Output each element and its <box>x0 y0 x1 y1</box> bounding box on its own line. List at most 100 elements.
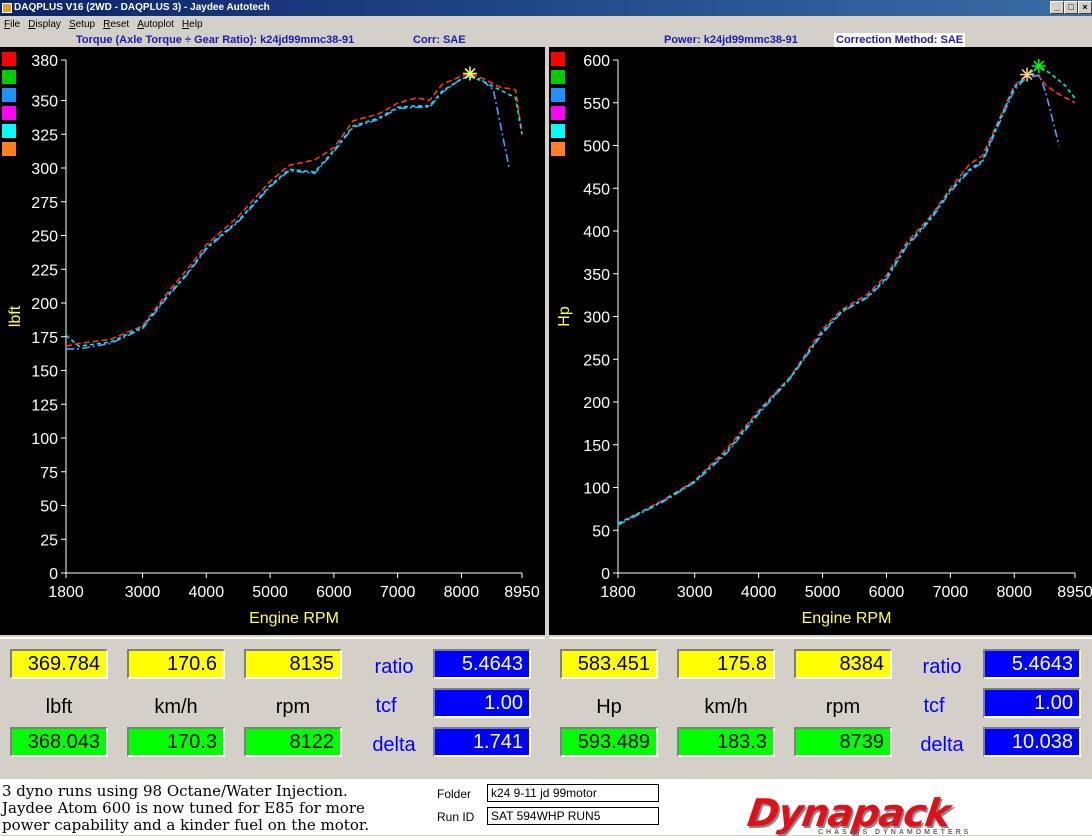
power-legend-swatch <box>551 124 565 138</box>
power-x-tick-label: 8000 <box>996 584 1032 601</box>
rpm-unit-label: rpm <box>275 696 311 718</box>
torque-y-tick-label: 25 <box>40 532 58 549</box>
ratio-label-2: ratio <box>922 656 962 678</box>
tcf-value-2: 1.00 <box>983 688 1081 718</box>
delta-value: 1.741 <box>433 727 531 757</box>
power-peak-marker-red <box>1020 67 1035 82</box>
footer: 3 dyno runs using 98 Octane/Water Inject… <box>0 779 1092 836</box>
torque-y-tick-label: 200 <box>31 296 58 313</box>
torque-series-line <box>65 72 523 347</box>
torque-peak-value-2: 368.043 <box>10 727 108 757</box>
minimize-button[interactable]: _ <box>1050 1 1064 14</box>
power-corr-label: Correction Method: SAE <box>834 33 966 47</box>
power-legend-swatch <box>551 88 565 102</box>
torque-x-tick-label: 8950 <box>504 584 540 601</box>
torque-x-axis-label: Engine RPM <box>249 610 339 627</box>
folder-field[interactable]: k24 9-11 jd 99motor <box>487 784 659 802</box>
power-y-tick-label: 100 <box>583 481 610 498</box>
torque-chart-svg: 3803503253002752502252001751501251007550… <box>2 52 540 627</box>
power-x-tick-label: 4000 <box>741 584 777 601</box>
torque-peak-speed: 170.6 <box>127 649 225 679</box>
folder-label: Folder <box>437 787 472 801</box>
note-line: power capability and a kinder fuel on th… <box>2 816 370 834</box>
dynapack-logo: Dynapack CHASSIS DYNAMOMETERS <box>745 791 1008 836</box>
torque-y-tick-label: 250 <box>31 229 58 246</box>
torque-chart-title: Torque (Axle Torque ÷ Gear Ratio): k24jd… <box>76 34 355 46</box>
torque-legend-swatch <box>2 142 16 156</box>
torque-chart[interactable]: 380 350 325 300 275 250 225 200 175 150 125 100 75 50… <box>0 47 545 635</box>
power-x-tick-label: 6000 <box>869 584 905 601</box>
power-chart-svg: 6005505004504003503002502001501005001800… <box>551 52 1092 627</box>
power-x-axis-label: Engine RPM <box>802 610 892 627</box>
torque-corr-label: Corr: SAE <box>413 34 466 46</box>
power-legend-swatch <box>551 142 565 156</box>
power-readout-panel: 583.451 175.8 8384 Hp km/h rpm 593.489 1… <box>549 637 1092 777</box>
torque-peak-speed-2: 170.3 <box>127 727 225 757</box>
torque-unit-label: lbft <box>45 696 73 718</box>
power-peak-value: 583.451 <box>560 649 658 679</box>
power-y-tick-label: 250 <box>583 352 610 369</box>
power-series-line <box>617 74 1060 526</box>
runid-label: Run ID <box>437 810 475 824</box>
torque-series-line <box>65 75 523 348</box>
menu-help[interactable]: Help <box>181 19 203 30</box>
power-y-axis-label: Hp <box>556 306 573 327</box>
menu-setup[interactable]: Setup <box>68 19 96 30</box>
torque-y-tick-label: 300 <box>31 161 58 178</box>
torque-peak-value: 369.784 <box>10 649 108 679</box>
window-title: DAQPLUS V16 (2WD - DAQPLUS 3) - Jaydee A… <box>14 2 270 13</box>
power-peak-marker-red-stroke <box>1021 69 1033 81</box>
power-peak-speed-2: 183.3 <box>677 727 775 757</box>
delta-label-2: delta <box>920 734 964 756</box>
app-icon <box>2 3 12 13</box>
torque-legend-swatch <box>2 124 16 138</box>
note-line: Jaydee Atom 600 is now tuned for E85 for… <box>2 799 365 817</box>
power-chart-title: Power: k24jd99mmc38-91 <box>664 34 798 46</box>
torque-y-tick-label: 75 <box>40 465 58 482</box>
logo-sub: CHASSIS DYNAMOMETERS <box>818 829 972 836</box>
ratio-value-2: 5.4643 <box>983 649 1081 679</box>
power-peak-rpm: 8384 <box>794 649 892 679</box>
torque-legend-swatch <box>2 52 16 66</box>
power-x-tick-label: 3000 <box>677 584 713 601</box>
rpm-unit-label-2: rpm <box>825 696 861 718</box>
menu-autoplot[interactable]: Autoplot <box>137 19 174 30</box>
power-x-tick-label: 5000 <box>805 584 841 601</box>
torque-y-tick-label: 0 <box>49 566 58 583</box>
power-y-tick-label: 400 <box>583 224 610 241</box>
torque-y-tick-label: 350 <box>31 94 58 111</box>
torque-x-tick-label: 7000 <box>380 584 416 601</box>
torque-x-tick-label: 5000 <box>252 584 288 601</box>
power-legend-swatch <box>551 70 565 84</box>
torque-peak-rpm: 8135 <box>244 649 342 679</box>
power-y-tick-label: 550 <box>583 96 610 113</box>
power-peak-marker-green-stroke <box>1033 60 1045 72</box>
torque-y-tick-label: 150 <box>31 364 58 381</box>
torque-legend-swatch <box>2 88 16 102</box>
close-button[interactable]: × <box>1078 1 1092 14</box>
power-y-tick-label: 450 <box>583 181 610 198</box>
menu-display[interactable]: Display <box>28 19 61 30</box>
torque-readout-panel: 369.784 170.6 8135 lbft km/h rpm 368.043… <box>0 637 545 777</box>
torque-y-tick-label: 50 <box>40 499 58 516</box>
torque-x-tick-label: 4000 <box>189 584 225 601</box>
torque-x-tick-label: 6000 <box>316 584 352 601</box>
power-y-tick-label: 150 <box>583 438 610 455</box>
torque-y-tick-label: 175 <box>31 330 58 347</box>
maximize-button[interactable]: □ <box>1064 1 1078 14</box>
power-peak-rpm-2: 8739 <box>794 727 892 757</box>
torque-y-tick-label: 100 <box>31 431 58 448</box>
power-y-tick-label: 350 <box>583 267 610 284</box>
menu-bar: File Display Setup Reset Autoplot Help <box>0 16 1092 33</box>
power-chart[interactable]: 600 550 500 450 400 350 300 250 200 150 100 50 0 1800… <box>549 47 1092 635</box>
power-peak-speed: 175.8 <box>677 649 775 679</box>
ratio-value: 5.4643 <box>433 649 531 679</box>
power-x-tick-label: 8950 <box>1057 584 1092 601</box>
torque-x-tick-label: 8000 <box>444 584 480 601</box>
menu-file[interactable]: File <box>4 19 21 30</box>
torque-x-tick-label: 3000 <box>125 584 161 601</box>
torque-peak-marker <box>463 66 478 81</box>
menu-reset[interactable]: Reset <box>103 19 130 30</box>
runid-field[interactable]: SAT 594WHP RUN5 <box>487 807 659 825</box>
tcf-label-2: tcf <box>923 695 945 717</box>
